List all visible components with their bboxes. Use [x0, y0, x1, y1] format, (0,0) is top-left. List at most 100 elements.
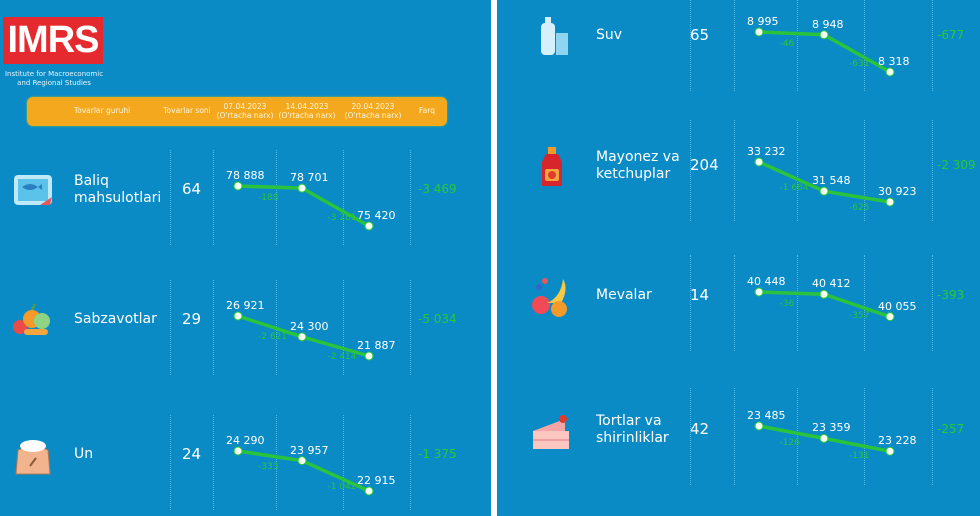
column-divider [734, 0, 735, 91]
price-change-label: -126 [779, 438, 800, 449]
data-point [364, 486, 374, 496]
header-date-2: 14.04.2023 (O'rtacha narx) [278, 102, 336, 120]
data-point [819, 30, 829, 40]
price-label: 40 412 [812, 277, 851, 291]
product-count: 24 [182, 445, 202, 463]
data-point [819, 289, 829, 299]
product-count: 29 [182, 310, 202, 328]
header-date-1: 07.04.2023 (O'rtacha narx) [216, 102, 274, 120]
column-divider [932, 0, 933, 91]
column-divider [864, 120, 865, 221]
column-divider [410, 415, 411, 510]
price-line-chart [754, 421, 895, 456]
cake-icon [529, 407, 575, 453]
data-point [233, 311, 243, 321]
data-point [297, 456, 307, 466]
column-divider [932, 120, 933, 221]
column-divider [690, 120, 691, 221]
price-change-label: -188 [258, 193, 279, 204]
table-header: Tovarlar guruhi Tovarlar soni 07.04.2023… [27, 97, 447, 126]
price-line-chart [233, 446, 374, 496]
price-label: 8 995 [747, 15, 779, 28]
price-label: 30 923 [878, 185, 917, 198]
data-point [754, 421, 764, 431]
column-divider [213, 280, 214, 375]
price-change-label: -46 [779, 39, 795, 50]
column-divider [170, 280, 171, 375]
column-divider [797, 120, 798, 221]
price-change-label: -631 [849, 59, 870, 70]
price-label: 33 232 [747, 145, 786, 158]
price-line-chart [754, 287, 895, 322]
price-label: 24 290 [226, 434, 265, 447]
group-name: Mevalar [596, 287, 652, 303]
data-point [233, 446, 243, 456]
data-row: Suv 65 -677 8 995 8 948 8 318 -46 -631 [497, 0, 980, 516]
data-point [819, 433, 829, 443]
flour-sack-icon [10, 432, 56, 478]
price-label: 26 921 [226, 299, 265, 312]
column-divider [864, 255, 865, 351]
column-divider [864, 0, 865, 91]
data-row: Mayonez va ketchuplar 204 -2 309 33 232 31 5… [497, 0, 980, 516]
column-divider [213, 415, 214, 510]
price-line-chart [233, 181, 374, 231]
price-label: 23 957 [290, 443, 329, 457]
price-label: 22 915 [357, 474, 396, 487]
data-row: Sabzavotlar 29 -5 034 26 921 24 300 21 887 -2 … [13, 280, 457, 375]
left-panel: IMRS Institute for Macroeconomic and Reg… [0, 0, 491, 516]
price-label: 23 228 [878, 434, 917, 448]
fish-icon [10, 167, 56, 213]
column-divider [932, 388, 933, 485]
column-divider [276, 150, 277, 245]
data-row: Baliq mahsulotlari 64 -3 469 78 888 78 701 75… [10, 150, 457, 245]
data-point [297, 332, 307, 342]
price-label: 24 300 [290, 319, 329, 333]
price-label: 31 548 [812, 174, 851, 188]
data-row: Tortlar va shirinliklar 42 -257 23 485 23 35… [497, 0, 980, 516]
price-difference-total: -393 [937, 288, 965, 302]
header-count: Tovarlar soni [163, 106, 211, 116]
group-name: Suv [596, 27, 623, 43]
data-point [754, 287, 764, 297]
column-divider [690, 0, 691, 91]
price-label: 40 055 [878, 299, 917, 313]
column-divider [690, 388, 691, 485]
price-change-label: -1 042 [327, 481, 357, 492]
price-change-label: -3 281 [327, 213, 357, 224]
column-divider [343, 415, 344, 510]
data-row: Un 24 -1 375 24 290 23 957 22 915 -333 -1 042 [10, 415, 457, 510]
data-point [364, 351, 374, 361]
column-divider [797, 388, 798, 485]
column-divider [734, 255, 735, 351]
price-difference-total: -3 469 [418, 182, 457, 196]
data-point [885, 197, 895, 207]
data-point [885, 446, 895, 456]
product-count: 42 [690, 420, 710, 438]
price-change-label: -357 [849, 311, 870, 322]
data-point [297, 183, 307, 193]
column-divider [864, 388, 865, 485]
data-point [754, 27, 764, 37]
price-line-chart [754, 27, 895, 77]
price-change-label: -2 621 [258, 332, 288, 343]
data-point [754, 157, 764, 167]
group-name: Un [74, 446, 94, 462]
product-count: 64 [182, 180, 202, 198]
price-change-label: -36 [779, 299, 795, 310]
column-divider [797, 0, 798, 91]
price-label: 21 887 [357, 339, 396, 352]
price-line-chart [233, 311, 374, 361]
data-point [819, 186, 829, 196]
price-difference-total: -1 375 [418, 447, 457, 461]
price-difference-total: -2 309 [937, 158, 976, 172]
product-count: 65 [690, 26, 710, 44]
price-label: 78 888 [226, 169, 265, 182]
price-change-label: -2 414 [327, 352, 357, 363]
column-divider [213, 150, 214, 245]
price-label: 75 420 [357, 209, 396, 222]
price-change-label: -1 684 [779, 182, 809, 193]
price-label: 8 318 [878, 55, 910, 68]
column-divider [410, 150, 411, 245]
price-change-label: -131 [849, 450, 870, 461]
